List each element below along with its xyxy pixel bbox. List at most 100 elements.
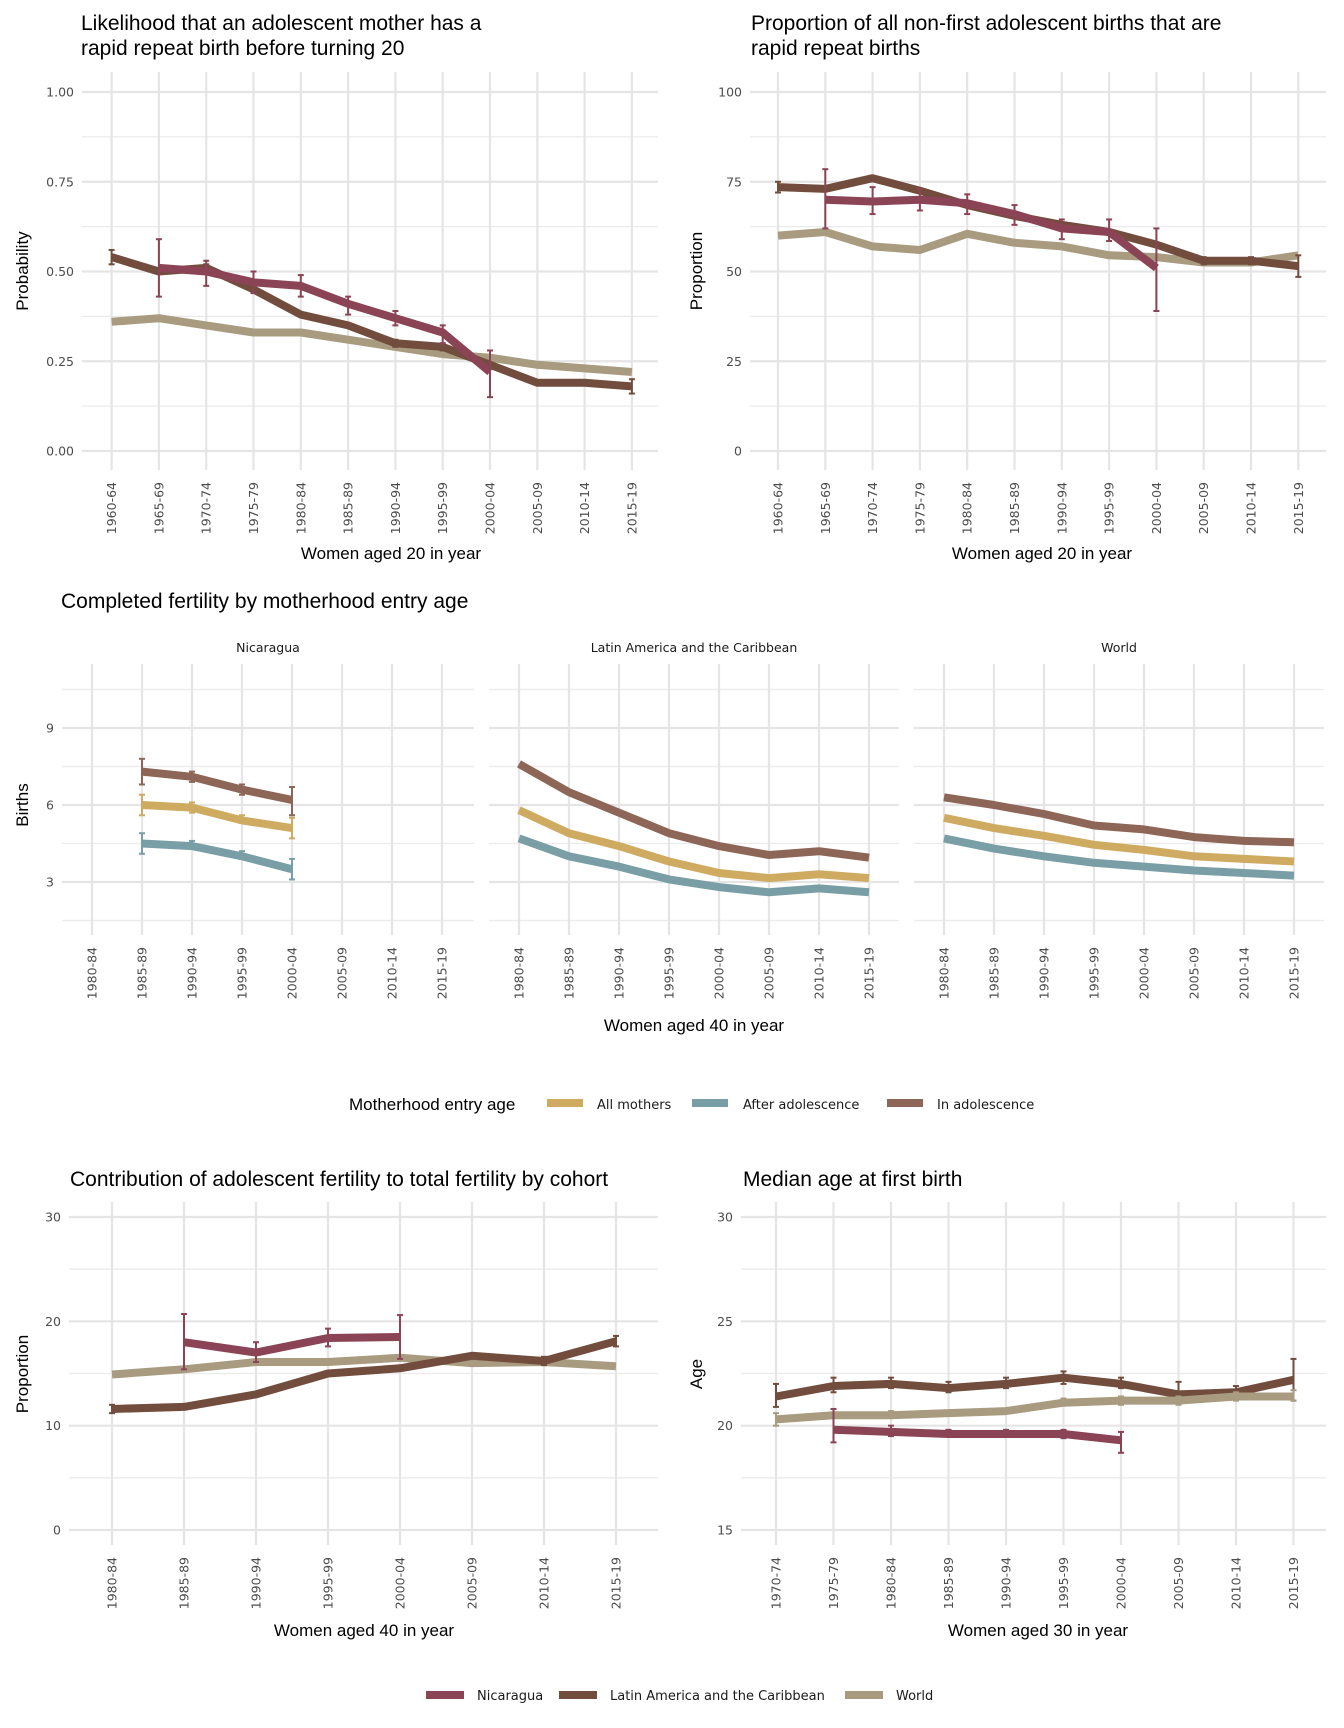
chart-title: Median age at first birth [743,1168,962,1191]
grid [62,664,474,935]
error-bar [1003,1428,1009,1438]
x-axis-label: Women aged 40 in year [604,1016,785,1035]
error-bar [1295,254,1302,278]
x-tick-label: 1995-99 [1102,482,1117,534]
plot-area: 0.00 0.25 0.50 0.75 1.00 1960-64 1965-69 1970-7… [46,72,658,534]
error-bar [392,338,399,348]
y-tick-label: 6 [46,798,54,813]
plot-area: 15 20 25 30 1970-74 1975-79 1980-84 1985-89 1990… [717,1202,1326,1609]
x-tick-label: 1990-94 [999,1557,1014,1609]
error-bar [1175,1395,1182,1406]
series-nicaragua [822,168,1160,312]
x-tick-label: 1990-94 [388,482,403,534]
chart-title-line-1: Likelihood that an adolescent mother has… [81,12,482,35]
error-bar [239,814,245,824]
legend-key-world [845,1691,883,1699]
legend-label-all-mothers: All mothers [597,1098,672,1113]
x-tick-label: 2000-04 [483,482,498,534]
x-tick-label: 1995-99 [321,1557,336,1609]
line-after-adolescence [141,839,293,874]
error-bar [869,186,876,216]
error-bar [189,801,195,814]
x-tick-label: 2015-19 [609,1557,624,1609]
y-axis-label: Births [13,783,32,826]
y-tick-label: 9 [46,721,54,736]
legend-label-nicaragua: Nicaragua [477,1689,543,1704]
error-bar [1290,1389,1297,1402]
error-bar [139,757,145,786]
series-nicaragua [830,1407,1124,1454]
y-tick-label: 25 [717,1314,733,1329]
x-tick-label: 1980-84 [884,1557,899,1609]
x-tick-label: 1985-89 [177,1557,192,1609]
series-after-adolescence [943,834,1295,880]
y-tick-label: 30 [45,1210,61,1225]
x-tick-label: 1975-79 [826,1557,841,1609]
series-after-adolescence [517,834,870,897]
x-tick-label: 1985-89 [135,947,150,999]
x-tick-label: 2010-14 [812,947,827,999]
legend-label-lac: Latin America and the Caribbean [610,1689,825,1704]
series-world [111,314,633,376]
error-bar [289,816,295,840]
series-in-adolescence [943,793,1295,847]
plot-area: 0 25 50 75 100 1960-64 1965-69 1970-74 1975-79 19… [718,72,1326,534]
error-bar [1153,227,1160,312]
error-bar [964,193,971,216]
error-bar [916,187,923,212]
x-axis-label: Women aged 20 in year [301,544,482,563]
x-tick-label: 2000-04 [285,947,300,999]
x-tick-label: 1990-94 [1054,482,1069,534]
panel-rapid-repeat-proportion: 0 25 50 75 100 1960-64 1965-69 1970-74 1975-79 19… [687,12,1326,563]
error-bar [773,1382,779,1408]
x-tick-label: 2015-19 [1291,482,1306,534]
legend-key-lac [559,1691,597,1699]
error-bar [203,259,210,287]
legend-motherhood-entry-age: Motherhood entry age All mothers After a… [349,1095,1034,1114]
error-bar [297,274,304,298]
facet-title-world: World [1101,640,1137,655]
x-tick-label: 2010-14 [385,947,400,999]
y-tick-label: 50 [726,264,742,279]
facet-title-nicaragua: Nicaragua [236,640,300,655]
y-tick-label: 10 [45,1418,61,1433]
line-after-adolescence [517,834,870,897]
x-tick-label: 1990-94 [612,947,627,999]
facet-title-lac: Latin America and the Caribbean [591,640,798,655]
error-bar [397,1314,403,1360]
error-bar [1060,1370,1067,1385]
line-nicaragua [158,263,493,376]
x-tick-label: 2000-04 [1149,482,1164,534]
grid [69,1202,658,1545]
y-tick-label: 0.00 [46,444,74,459]
x-tick-label: 1980-84 [960,482,975,534]
error-bar [250,270,257,295]
error-bar [888,1376,894,1390]
error-bar [830,1376,837,1394]
error-bar [1118,1430,1124,1454]
error-bar [189,770,195,783]
x-tick-label: 2005-09 [1171,1557,1186,1609]
panel-rapid-repeat-likelihood: 0.00 0.25 0.50 0.75 1.00 1960-64 1965-69 1970-7… [13,12,658,563]
chart-title: Completed fertility by motherhood entry … [61,590,468,613]
series-latin-america-and-the-caribbean [775,174,1302,278]
x-tick-label: 2015-19 [862,947,877,999]
x-tick-label: 1990-94 [1037,947,1052,999]
line-all-mothers [943,813,1295,866]
x-tick-label: 2010-14 [1237,947,1252,999]
error-bar [487,349,493,399]
y-tick-label: 25 [726,354,742,369]
panel-median-age-first-birth: 15 20 25 30 1970-74 1975-79 1980-84 1985-89 1990… [426,1168,1326,1704]
series-all-mothers [139,793,295,840]
grid [914,664,1324,935]
line-all-mothers [141,801,293,833]
series-nicaragua [155,238,493,399]
x-tick-label: 1985-89 [941,1557,956,1609]
y-axis-label: Proportion [687,232,706,310]
chart-title-line-2: rapid repeat births [751,37,920,60]
y-tick-label: 0.50 [46,264,74,279]
series-all-mothers [943,813,1295,866]
y-tick-label: 30 [717,1210,733,1225]
legend-key-in-adolescence [887,1099,923,1107]
line-world [111,314,633,376]
